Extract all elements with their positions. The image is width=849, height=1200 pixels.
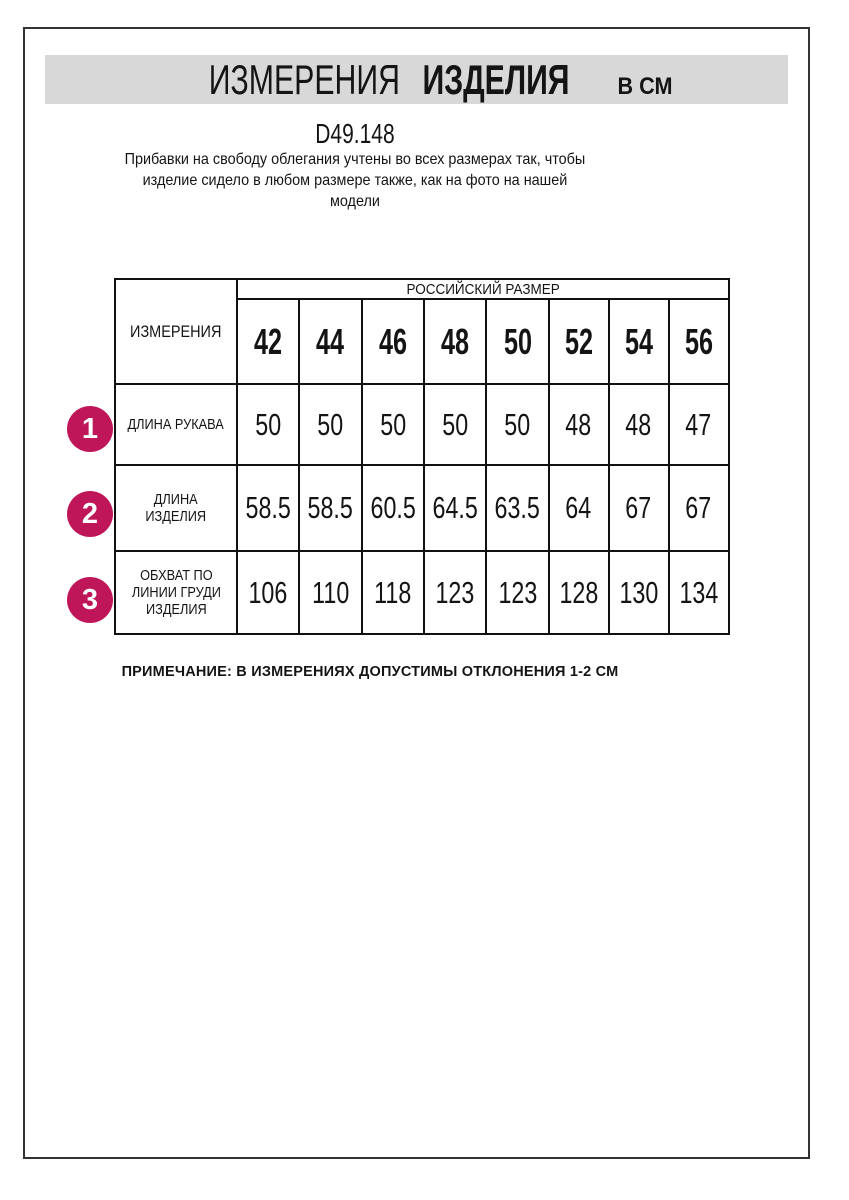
measurements-column-header: ИЗМЕРЕНИЯ [114,278,238,385]
value-cell: 130 [607,550,670,635]
value-cell: 50 [298,383,363,466]
value-cell: 128 [547,550,610,635]
value-text: 134 [679,574,719,610]
row-label-text: ДЛИНА РУКАВА [127,416,225,433]
value-cell: 123 [485,550,550,635]
value-cell: 134 [667,550,730,635]
size-header-cell: 52 [547,298,610,385]
value-text: 50 [255,406,282,442]
row-label-cell: ДЛИНА РУКАВА [114,383,238,466]
value-cell: 50 [235,383,301,466]
row-label-cell: ОБХВАТ ПО ЛИНИИ ГРУДИ ИЗДЕЛИЯ [114,550,238,635]
value-cell: 64 [547,464,610,552]
size-group-row: ИЗМЕРЕНИЯ РОССИЙСКИЙ РАЗМЕР [114,278,730,385]
value-cell: 64.5 [423,464,488,552]
fit-description-text: Прибавки на свободу облегания учтены во … [124,151,586,210]
table-row-chest-girth: ОБХВАТ ПО ЛИНИИ ГРУДИ ИЗДЕЛИЯ 106 110 11… [114,550,730,635]
value-text: 58.5 [307,490,354,525]
value-cell: 50 [423,383,488,466]
size-header-row: 42 44 46 48 50 52 54 56 [115,298,730,385]
value-text: 130 [619,574,659,610]
value-text: 47 [685,406,712,442]
table-row-sleeve-length: ДЛИНА РУКАВА 50 50 50 50 50 48 48 47 [114,383,730,466]
value-text: 58.5 [245,490,291,525]
value-cell: 106 [235,550,301,635]
size-header-cell: 48 [423,298,488,385]
value-cell: 60.5 [360,464,426,552]
value-text: 50 [442,406,469,442]
value-text: 48 [565,406,592,442]
row-number-badge-2: 2 [67,491,113,537]
row-number-badge-3: 3 [67,577,113,623]
value-text: 50 [379,406,406,442]
value-text: 106 [248,574,288,610]
value-text: 123 [498,574,537,610]
measurements-table: ИЗМЕРЕНИЯ РОССИЙСКИЙ РАЗМЕР 42 44 46 48 … [114,278,730,635]
model-code: D49.148 [0,119,710,149]
value-cell: 47 [667,383,730,466]
value-cell: 58.5 [235,464,301,552]
title-measurements: ИЗМЕРЕНИЯ [208,56,400,103]
value-text: 48 [625,406,652,442]
row-number-badge-1: 1 [67,406,113,452]
size-56: 56 [684,320,713,362]
size-header-cell: 56 [667,298,730,385]
value-text: 118 [374,574,412,610]
value-text: 123 [435,574,475,610]
row-label-cell: ДЛИНА ИЗДЕЛИЯ [114,464,238,552]
model-code-text: D49.148 [315,118,395,149]
measurements-column-header-text: ИЗМЕРЕНИЯ [130,321,222,341]
value-cell: 123 [423,550,488,635]
size-header-cell: 44 [298,298,363,385]
value-cell: 67 [667,464,730,552]
size-52: 52 [564,320,593,362]
row-label-text: ДЛИНА ИЗДЕЛИЯ [145,491,207,525]
russian-size-header-text: РОССИЙСКИЙ РАЗМЕР [406,280,560,298]
value-cell: 48 [547,383,610,466]
size-header-cell: 54 [607,298,670,385]
fit-description: Прибавки на свободу облегания учтены во … [0,149,710,212]
value-cell: 67 [607,464,670,552]
value-text: 64.5 [432,490,478,525]
size-header-cell: 42 [235,298,301,385]
size-header-cell: 50 [485,298,550,385]
value-text: 128 [559,574,599,610]
value-cell: 110 [298,550,363,635]
page-border-frame [23,27,810,1159]
value-text: 50 [504,406,531,442]
row-label-text: ОБХВАТ ПО ЛИНИИ ГРУДИ ИЗДЕЛИЯ [131,567,221,618]
value-cell: 50 [485,383,550,466]
value-text: 60.5 [370,490,416,525]
size-44: 44 [316,320,345,362]
value-text: 63.5 [494,490,541,525]
size-42: 42 [254,320,283,362]
value-text: 50 [317,406,344,442]
value-cell: 48 [607,383,670,466]
value-cell: 50 [360,383,426,466]
value-cell: 118 [360,550,426,635]
size-54: 54 [624,320,653,362]
value-text: 67 [685,490,712,525]
value-text: 64 [565,490,592,525]
table-row-product-length: ДЛИНА ИЗДЕЛИЯ 58.5 58.5 60.5 64.5 63.5 6… [114,464,730,552]
russian-size-header: РОССИЙСКИЙ РАЗМЕР [236,278,730,300]
tolerance-note: ПРИМЕЧАНИЕ: В ИЗМЕРЕНИЯХ ДОПУСТИМЫ ОТКЛО… [121,664,619,680]
value-cell: 63.5 [485,464,550,552]
size-header-cell: 46 [360,298,426,385]
size-50: 50 [503,320,532,362]
value-cell: 58.5 [298,464,363,552]
size-48: 48 [441,320,470,362]
title-units: В СМ [617,73,673,100]
title-band [45,55,788,104]
title-product: ИЗДЕЛИЯ [422,56,570,103]
value-text: 110 [311,574,350,610]
value-text: 67 [625,490,652,525]
size-46: 46 [378,320,407,362]
